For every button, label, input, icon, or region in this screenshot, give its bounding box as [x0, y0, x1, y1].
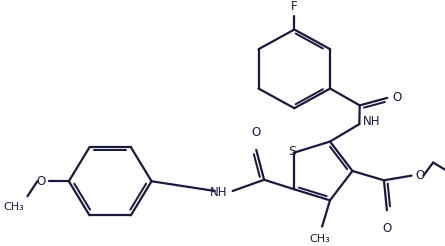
Text: NH: NH	[363, 115, 381, 128]
Text: O: O	[251, 125, 261, 138]
Text: CH₃: CH₃	[310, 234, 331, 244]
Text: S: S	[287, 145, 295, 158]
Text: NH: NH	[210, 186, 228, 199]
Text: O: O	[382, 222, 392, 234]
Text: F: F	[291, 0, 298, 13]
Text: O: O	[416, 169, 425, 182]
Text: O: O	[36, 175, 45, 188]
Text: CH₃: CH₃	[4, 202, 24, 212]
Text: O: O	[392, 92, 401, 104]
